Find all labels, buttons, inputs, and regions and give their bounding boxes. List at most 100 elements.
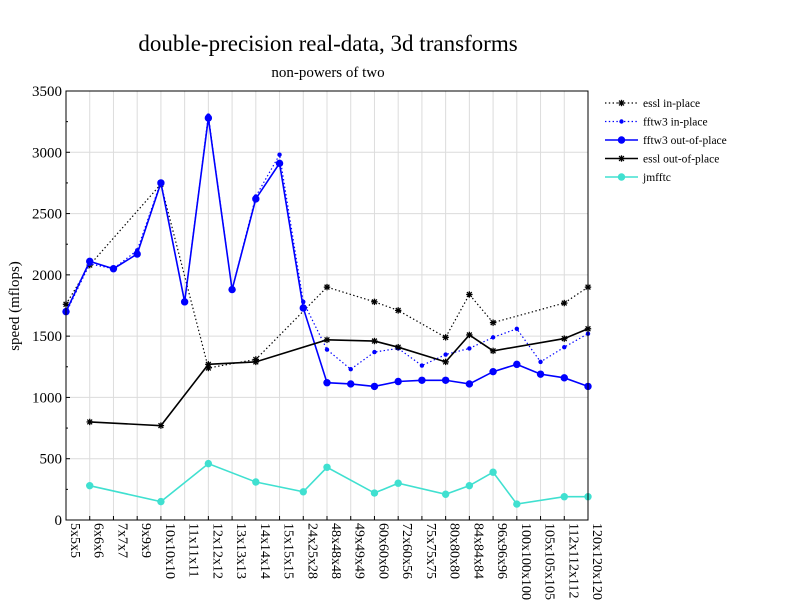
data-point: [299, 304, 307, 312]
data-point: [371, 337, 378, 345]
x-tick-label: 6x6x6: [91, 523, 106, 558]
legend-entry: essl out-of-place: [605, 154, 719, 166]
legend-label: fftw3 in-place: [643, 117, 708, 129]
data-point: [252, 358, 260, 366]
star-stroke: [158, 422, 164, 429]
star-stroke: [618, 100, 625, 106]
y-tick-label: 3000: [32, 145, 62, 161]
data-point: [536, 370, 545, 378]
star-stroke: [490, 319, 496, 326]
data-point: [86, 481, 94, 490]
data-point: [348, 367, 353, 372]
legend-marker: [619, 119, 624, 124]
star-stroke: [442, 359, 449, 365]
series-jmfftc: [86, 459, 592, 508]
y-tick-label: 500: [40, 452, 63, 468]
data-point: [466, 331, 473, 339]
star-stroke: [561, 300, 568, 306]
x-tick-label: 11x11x11: [186, 523, 201, 577]
data-point: [442, 334, 449, 341]
data-point: [252, 195, 260, 203]
x-tick-label: 5x5x5: [67, 523, 82, 558]
data-point: [252, 478, 260, 486]
x-tick-label: 100x100x100: [518, 523, 533, 600]
star-stroke: [395, 344, 402, 351]
x-tick-label: 72x60x56: [399, 523, 414, 579]
data-point: [538, 359, 543, 365]
series-line: [89, 462, 588, 505]
data-point: [275, 159, 284, 168]
star-stroke: [442, 334, 449, 341]
x-tick-label: 12x12x12: [209, 523, 224, 579]
legend-label: essl out-of-place: [643, 154, 719, 166]
data-point: [562, 344, 567, 350]
data-point: [347, 380, 355, 388]
data-point: [323, 336, 331, 344]
chart-subtitle: non-powers of two: [271, 65, 384, 81]
star-stroke: [205, 361, 212, 368]
data-point: [419, 363, 425, 368]
data-point: [467, 346, 472, 351]
y-tick-label: 3500: [32, 84, 62, 100]
legend-marker: [617, 173, 626, 181]
data-point: [157, 497, 165, 506]
data-point: [442, 358, 449, 366]
legend-label: fftw3 out-of-place: [643, 135, 727, 147]
chart-title: double-precision real-data, 3d transform…: [138, 31, 517, 56]
legend-marker: [618, 155, 625, 162]
data-point: [180, 298, 189, 306]
data-point: [489, 468, 497, 476]
x-tick-label: 84x84x84: [470, 523, 485, 579]
data-point: [465, 481, 474, 490]
x-tick-label: 7x7x7: [114, 523, 129, 558]
data-point: [561, 299, 568, 307]
axes: 0 500 1000 1500 2000 2500 3000 3500 5x5x5 6x6x6 7x…: [32, 84, 604, 600]
x-tick-label: 9x9x9: [138, 523, 153, 558]
star-stroke: [324, 284, 330, 290]
star-stroke: [395, 307, 402, 314]
data-point: [394, 479, 402, 487]
data-point: [372, 349, 377, 355]
data-point: [418, 376, 426, 384]
data-point: [490, 335, 496, 340]
star-stroke: [561, 335, 568, 342]
data-point: [443, 352, 448, 357]
legend-entry: fftw3 in-place: [605, 117, 708, 129]
star-stroke: [618, 155, 625, 162]
data-point: [157, 179, 165, 187]
x-tick-label: 105x105x105: [542, 523, 557, 600]
x-tick-label: 48x48x48: [328, 523, 343, 579]
data-point: [371, 298, 378, 306]
data-point: [394, 377, 402, 386]
x-tick-label: 112x112x112: [565, 523, 580, 598]
data-point: [370, 489, 379, 497]
y-tick-label: 2500: [32, 207, 62, 223]
y-axis-label: speed (mflops): [7, 261, 23, 351]
legend-label: jmfftc: [642, 172, 671, 184]
star-stroke: [490, 347, 496, 354]
data-point: [133, 250, 141, 258]
legend: essl in-place fftw3 in-place fftw3 out-of-…: [605, 98, 727, 184]
data-point: [323, 463, 331, 471]
x-tick-label: 80x80x80: [447, 523, 462, 579]
data-point: [489, 347, 497, 355]
series-essl-out-of-place: [86, 325, 592, 429]
grid: [65, 90, 589, 521]
data-point: [370, 382, 379, 391]
legend-label: essl in-place: [643, 98, 700, 110]
data-point: [513, 360, 521, 369]
legend-entry: fftw3 out-of-place: [605, 135, 727, 147]
data-point: [277, 152, 282, 157]
data-point: [560, 493, 568, 501]
data-point: [323, 379, 331, 387]
star-stroke: [466, 332, 473, 338]
star-stroke: [371, 298, 378, 305]
data-point: [394, 307, 402, 314]
x-tick-label: 14x14x14: [257, 523, 272, 579]
x-tick-label: 75x75x75: [423, 523, 438, 579]
x-tick-label: 49x49x49: [352, 523, 367, 579]
data-point: [466, 291, 473, 298]
data-point: [394, 343, 402, 351]
x-tick-label: 60x60x60: [375, 523, 390, 579]
